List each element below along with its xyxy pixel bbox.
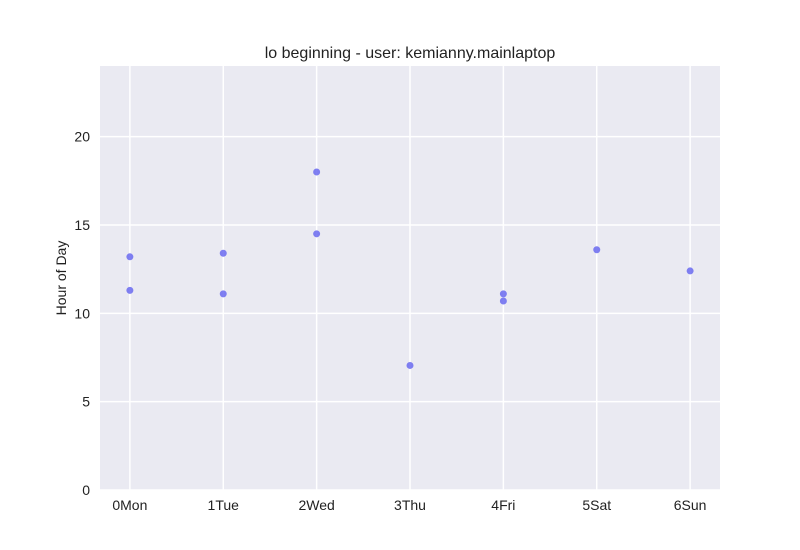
scatter-point xyxy=(313,168,321,176)
scatter-point xyxy=(499,290,507,298)
y-tick-label: 0 xyxy=(82,482,90,498)
scatter-point xyxy=(406,361,414,369)
scatter-point xyxy=(686,267,694,275)
y-tick-label: 15 xyxy=(74,217,90,233)
scatter-point xyxy=(126,286,134,294)
y-ticks-layer: 0 5 10 15 20 xyxy=(74,129,90,498)
scatter-point xyxy=(499,297,507,305)
x-tick-label: 5Sat xyxy=(582,497,611,513)
chart-title: lo beginning - user: kemianny.mainlaptop xyxy=(265,45,556,62)
x-tick-label: 3Thu xyxy=(394,497,426,513)
x-tick-label: 2Wed xyxy=(298,497,334,513)
x-tick-label: 4Fri xyxy=(491,497,515,513)
scatter-point xyxy=(593,246,601,254)
scatter-point xyxy=(219,249,227,257)
x-tick-label: 1Tue xyxy=(208,497,240,513)
y-tick-label: 10 xyxy=(74,305,90,321)
x-tick-label: 0Mon xyxy=(112,497,147,513)
scatter-point xyxy=(219,290,227,298)
scatter-point xyxy=(126,253,134,261)
x-tick-label: 6Sun xyxy=(674,497,707,513)
y-tick-label: 20 xyxy=(74,129,90,145)
y-axis-label: Hour of Day xyxy=(53,241,69,316)
scatter-point xyxy=(313,230,321,238)
y-tick-label: 5 xyxy=(82,394,90,410)
points-layer xyxy=(126,168,694,369)
x-ticks-layer: 0Mon 1Tue 2Wed 3Thu 4Fri 5Sat 6Sun xyxy=(112,497,706,513)
grid-layer xyxy=(100,66,720,491)
